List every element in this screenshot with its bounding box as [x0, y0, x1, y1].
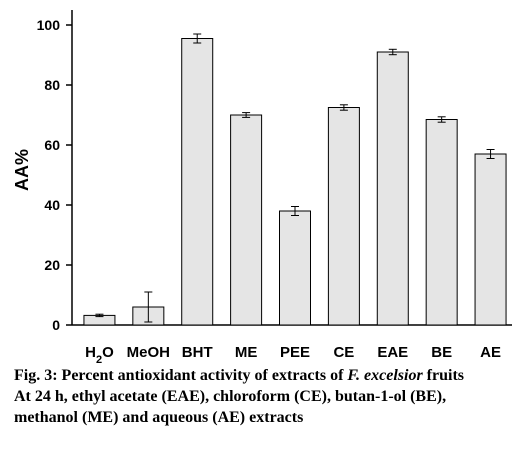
y-tick-label: 40 — [44, 197, 60, 213]
bar-ce — [327, 107, 360, 326]
caption-title-prefix: Percent antioxidant activity of extracts… — [61, 367, 344, 384]
category-label: PEE — [280, 344, 310, 361]
y-axis-label: AA% — [12, 149, 32, 191]
caption-note-line-2: methanol (ME) and aqueous (AE) extracts — [14, 409, 304, 426]
error-bars — [95, 33, 495, 323]
bar-pee — [279, 210, 311, 326]
species-name: F. excelsior — [347, 367, 423, 384]
category-label: BHT — [182, 344, 213, 361]
category-label: BE — [431, 344, 452, 361]
caption-note-line-1: At 24 h, ethyl acetate (EAE), chloroform… — [14, 388, 447, 405]
bars — [83, 38, 507, 326]
bar-me — [230, 114, 263, 326]
bar-eae — [376, 51, 409, 326]
category-label: H2O — [85, 344, 114, 365]
caption-title-suffix: fruits — [426, 367, 464, 384]
bar-bht — [181, 38, 214, 326]
category-label: EAE — [377, 344, 408, 361]
category-label: ME — [235, 344, 258, 361]
y-tick-label: 60 — [44, 137, 60, 153]
y-tick-label: 0 — [52, 317, 60, 333]
figure-caption: Fig. 3: Percent antioxidant activity of … — [14, 365, 514, 428]
bar-ae — [474, 153, 507, 326]
bar-chart: 0 20 40 60 80 100 H2O MeOH BHT ME PEE CE EAE BE AE AA… — [12, 10, 512, 365]
category-labels: H2O MeOH BHT ME PEE CE EAE BE AE — [85, 344, 501, 365]
caption-title: Fig. 3: Percent antioxidant activity of … — [14, 365, 514, 386]
category-label: AE — [480, 344, 501, 361]
y-tick-label: 20 — [44, 257, 60, 273]
y-tick-label: 100 — [37, 17, 61, 33]
category-label: CE — [333, 344, 354, 361]
figure-label: Fig. 3: — [14, 367, 58, 384]
bar-be — [425, 119, 458, 326]
y-tick-label: 80 — [44, 77, 60, 93]
category-label: MeOH — [127, 344, 170, 361]
y-ticks: 0 20 40 60 80 100 — [37, 17, 72, 333]
